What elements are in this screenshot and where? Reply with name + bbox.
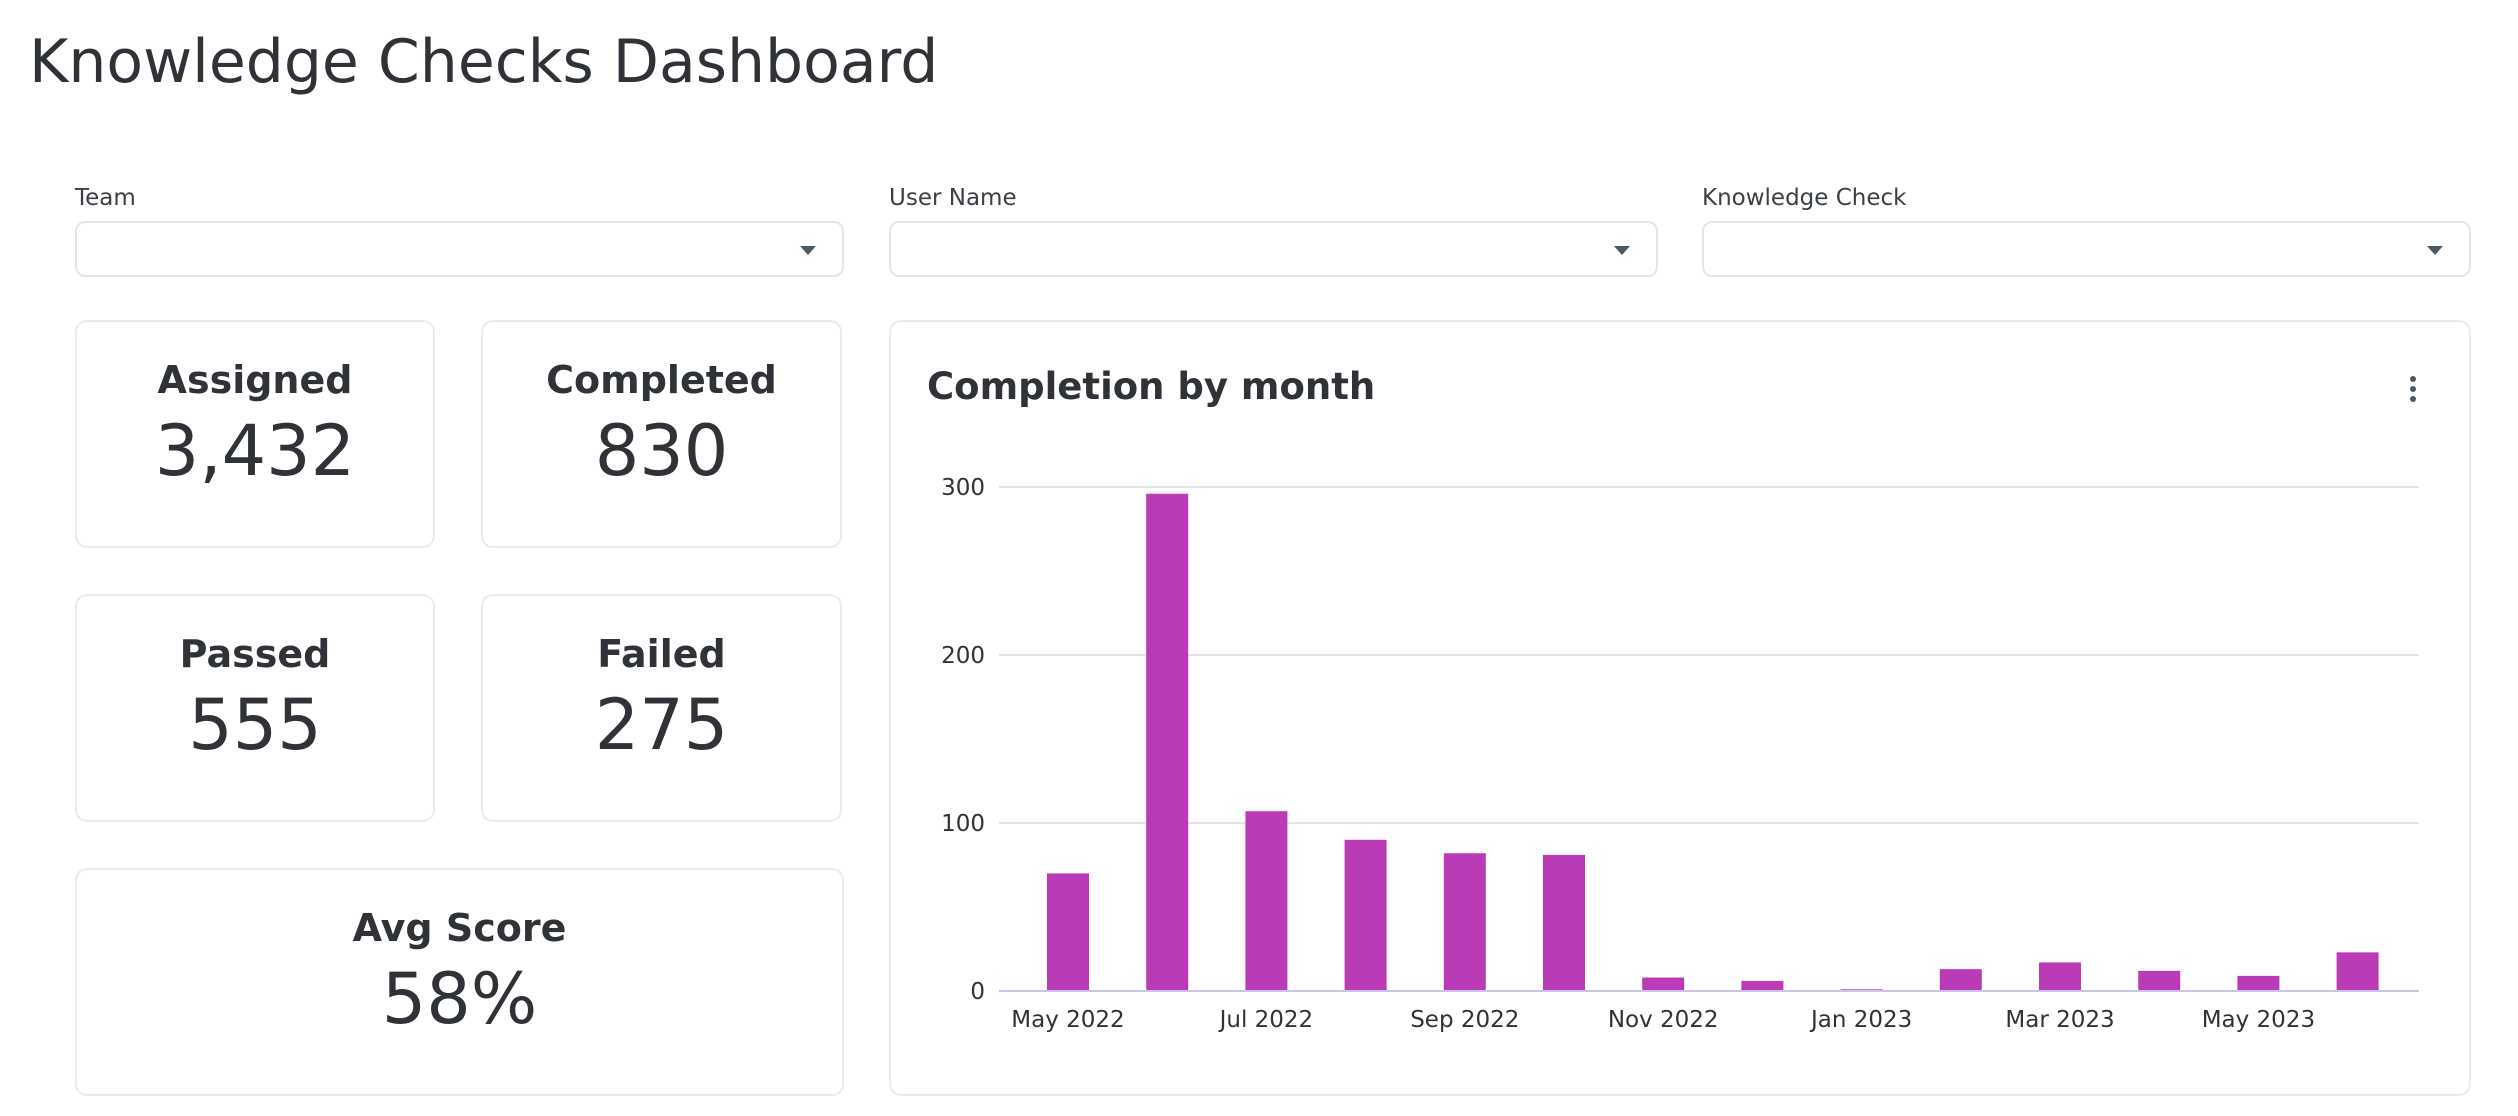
bar xyxy=(1543,854,1585,991)
page-title: Knowledge Checks Dashboard xyxy=(29,27,939,97)
team-select[interactable] xyxy=(75,221,844,277)
knowledge-check-filter: Knowledge Check xyxy=(1702,183,2471,277)
more-vertical-icon[interactable] xyxy=(2407,376,2419,406)
x-tick-label: Jan 2023 xyxy=(1809,1007,1912,1033)
completed-card: Completed 830 xyxy=(481,320,842,548)
assigned-value: 3,432 xyxy=(154,410,356,492)
x-tick-label: Mar 2023 xyxy=(2005,1007,2114,1033)
bar xyxy=(1146,493,1189,991)
bar xyxy=(2237,975,2280,991)
bar xyxy=(2039,962,2081,991)
bar xyxy=(1047,873,1089,991)
passed-value: 555 xyxy=(188,684,322,766)
bar xyxy=(1642,977,1685,991)
passed-label: Passed xyxy=(179,632,331,676)
x-tick-label: May 2023 xyxy=(2202,1007,2315,1033)
failed-label: Failed xyxy=(597,632,726,676)
bar xyxy=(2336,952,2379,991)
knowledge-check-filter-label: Knowledge Check xyxy=(1702,185,1907,211)
chevron-down-icon[interactable] xyxy=(1614,246,1630,255)
avg-score-value: 58% xyxy=(381,958,538,1040)
completed-label: Completed xyxy=(546,358,777,402)
bar xyxy=(1939,969,1982,991)
x-tick-label: May 2022 xyxy=(1011,1007,1124,1033)
user-name-filter-label: User Name xyxy=(889,185,1017,211)
completion-bar-chart: 0 100 200 300 May 2022 Jul 2022 Sep 2022 Nov 20… xyxy=(941,475,2419,1033)
team-filter: Team xyxy=(75,183,844,277)
avg-score-label: Avg Score xyxy=(352,906,567,950)
assigned-card: Assigned 3,432 xyxy=(75,320,435,548)
avg-score-card: Avg Score 58% xyxy=(75,868,844,1096)
y-tick-label: 200 xyxy=(941,643,985,669)
bar xyxy=(1245,811,1288,991)
user-name-filter: User Name xyxy=(889,183,1658,277)
y-tick-label: 100 xyxy=(941,811,985,837)
completion-chart-card: 0 100 200 300 May 2022 Jul 2022 Sep 2022 Nov 20… xyxy=(889,320,2471,1096)
completed-value: 830 xyxy=(594,410,729,492)
chevron-down-icon[interactable] xyxy=(2427,246,2443,255)
bar xyxy=(2138,970,2181,991)
chart-title: Completion by month xyxy=(927,365,1376,408)
passed-card: Passed 555 xyxy=(75,594,435,822)
knowledge-check-select[interactable] xyxy=(1702,221,2471,277)
x-tick-label: Sep 2022 xyxy=(1410,1007,1519,1033)
chevron-down-icon[interactable] xyxy=(800,246,816,255)
bar xyxy=(1443,853,1486,991)
user-name-select[interactable] xyxy=(889,221,1658,277)
assigned-label: Assigned xyxy=(157,358,353,402)
x-tick-label: Nov 2022 xyxy=(1608,1007,1719,1033)
failed-card: Failed 275 xyxy=(481,594,842,822)
y-tick-label: 300 xyxy=(941,475,985,501)
bar xyxy=(1344,839,1387,991)
y-tick-label: 0 xyxy=(970,979,985,1005)
failed-value: 275 xyxy=(594,684,729,766)
team-filter-label: Team xyxy=(75,185,136,211)
x-tick-label: Jul 2022 xyxy=(1218,1007,1314,1033)
bar xyxy=(1741,980,1784,991)
